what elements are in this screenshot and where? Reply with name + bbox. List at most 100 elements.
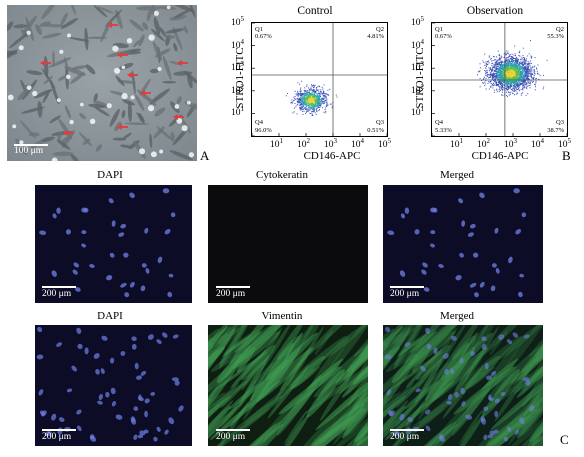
nucleus (129, 281, 135, 288)
event-point (543, 86, 545, 88)
nucleus (512, 332, 519, 338)
event-point (514, 71, 516, 73)
event-point (526, 73, 528, 75)
event-point (518, 80, 520, 82)
event-point (510, 85, 512, 87)
event-point (518, 71, 520, 73)
event-point (510, 63, 512, 65)
event-point (507, 87, 509, 89)
event-point (522, 72, 524, 74)
event-point (306, 108, 308, 110)
event-point (508, 59, 510, 61)
event-point (314, 107, 316, 109)
event-point (518, 54, 520, 56)
event-point (513, 54, 515, 56)
event-point (496, 82, 498, 84)
event-point (509, 83, 511, 85)
event-point (495, 61, 497, 63)
event-point (320, 104, 322, 106)
arrow-marker (173, 114, 184, 120)
event-point (502, 67, 504, 69)
event-point (511, 82, 513, 84)
event-point (506, 76, 508, 78)
cell (94, 106, 110, 117)
event-point (514, 74, 516, 76)
fiber (467, 366, 496, 389)
fiber (230, 349, 267, 389)
nucleus (415, 388, 421, 393)
event-point (293, 96, 295, 98)
event-point (503, 84, 505, 86)
event-point (302, 108, 304, 110)
event-point (316, 94, 318, 96)
cell (41, 5, 58, 20)
round-cell (65, 74, 71, 80)
event-point (519, 84, 521, 86)
round-cell (59, 49, 64, 54)
event-point (492, 60, 494, 62)
event-point (526, 75, 528, 77)
fiber (444, 332, 493, 379)
event-point (309, 95, 311, 97)
nucleus (84, 347, 89, 355)
cell (136, 6, 161, 11)
event-point (519, 74, 521, 76)
nucleus (465, 414, 473, 420)
event-point (507, 77, 509, 79)
event-point (301, 98, 303, 100)
fiber (404, 395, 459, 436)
event-point (525, 75, 527, 77)
fiber (241, 327, 282, 391)
event-point (504, 66, 506, 68)
event-point (533, 66, 535, 68)
nucleus (77, 343, 83, 350)
event-point (506, 61, 508, 63)
event-point (507, 73, 509, 75)
event-point (519, 64, 521, 66)
event-point (521, 66, 523, 68)
event-point (301, 95, 303, 97)
nucleus (75, 287, 81, 292)
event-point (498, 54, 500, 56)
event-point (500, 58, 502, 60)
event-point (511, 74, 513, 76)
event-point (310, 112, 312, 114)
nucleus (56, 342, 63, 347)
event-point (521, 83, 523, 85)
scale-bar-label-c6: 200 μm (390, 432, 420, 442)
event-point (535, 80, 537, 82)
event-point (312, 106, 314, 108)
event-point (512, 87, 514, 89)
nucleus (101, 335, 108, 341)
nucleus (490, 285, 496, 292)
event-point (313, 90, 315, 92)
event-point (490, 75, 492, 77)
fiber (278, 366, 340, 415)
event-point (531, 70, 533, 72)
event-point (536, 68, 538, 70)
event-point (531, 77, 533, 79)
event-point (312, 93, 314, 95)
event-point (507, 67, 509, 69)
event-point (507, 63, 509, 65)
event-point (511, 63, 513, 65)
fiber (383, 325, 417, 382)
event-point (323, 95, 325, 97)
fiber (458, 410, 482, 445)
event-point (313, 85, 315, 87)
event-point (492, 75, 494, 77)
fiber (216, 353, 244, 383)
round-cell (7, 94, 14, 101)
event-point (313, 108, 315, 110)
event-point (518, 64, 520, 66)
event-point (326, 104, 328, 106)
fiber (347, 369, 368, 407)
event-point (522, 83, 524, 85)
fiber (279, 355, 308, 391)
fiber (255, 347, 301, 403)
quadrant-label: Q3 (556, 119, 564, 126)
event-point (303, 100, 305, 102)
event-point (313, 97, 315, 99)
event-point (316, 105, 318, 107)
event-point (326, 105, 328, 107)
